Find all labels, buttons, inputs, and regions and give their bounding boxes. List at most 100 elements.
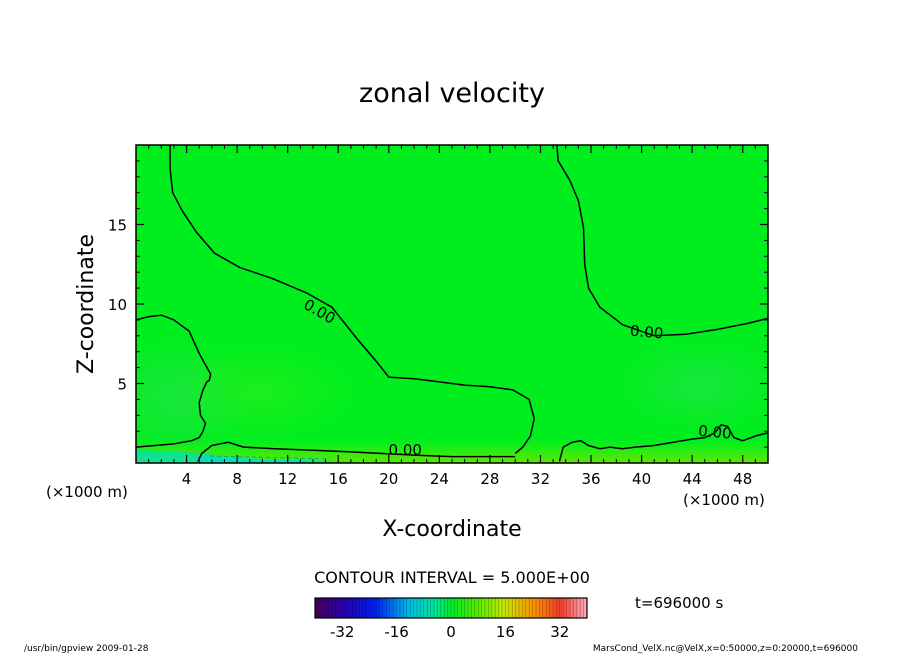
footer-left: /usr/bin/gpview 2009-01-28 — [24, 644, 149, 654]
colorbar-cell — [338, 598, 343, 618]
x-tick-label: 4 — [182, 470, 192, 488]
x-tick-label: 16 — [329, 470, 348, 488]
colorbar-cell — [583, 598, 588, 618]
colorbar-cell — [519, 598, 523, 618]
x-tick-label: 28 — [480, 470, 499, 488]
colorbar-cell — [546, 598, 550, 618]
colorbar-cell — [478, 598, 482, 618]
colorbar-cell — [352, 598, 357, 618]
colorbar-cell — [553, 598, 557, 618]
colorbar-cell — [532, 598, 537, 618]
x-tick-label: 32 — [531, 470, 550, 488]
colorbar-cell — [566, 598, 571, 618]
colorbar-cell — [488, 598, 493, 618]
x-tick-label: 44 — [683, 470, 702, 488]
colorbar-cell — [559, 598, 564, 618]
colorbar-cell — [471, 598, 476, 618]
colorbar-cell — [502, 598, 506, 618]
colorbar-cell — [529, 598, 533, 618]
colorbar-cell — [406, 598, 411, 618]
colorbar-cell — [485, 598, 489, 618]
colorbar-cell — [403, 598, 408, 618]
colorbar-tick-label: -32 — [330, 623, 355, 641]
contour-line — [169, 145, 535, 455]
colorbar-cell — [321, 598, 326, 618]
x-tick-label: 20 — [379, 470, 398, 488]
x-tick-label: 40 — [632, 470, 651, 488]
colorbar-cell — [461, 598, 465, 618]
contour-line — [556, 145, 768, 337]
colorbar-cell — [335, 598, 340, 618]
colorbar-cell — [437, 598, 442, 618]
colorbar-cell — [434, 598, 438, 618]
colorbar-tick-label: 32 — [550, 623, 569, 641]
colorbar-cell — [410, 598, 414, 618]
x-tick-label: 8 — [232, 470, 242, 488]
colorbar-cell — [328, 598, 333, 618]
x-axis-label: X-coordinate — [382, 517, 521, 542]
colorbar — [315, 598, 588, 618]
colorbar-cell — [332, 598, 336, 618]
colorbar-cell — [366, 598, 370, 618]
colorbar-cell — [536, 598, 540, 618]
contour-lines — [136, 145, 768, 462]
plot-area: 0.000.000.000.00 — [135, 144, 769, 464]
colorbar-cell — [325, 598, 329, 618]
colorbar-cell — [427, 598, 431, 618]
colorbar-cell — [573, 598, 578, 618]
colorbar-cell — [417, 598, 421, 618]
field-shading — [136, 338, 768, 463]
colorbar-ticks: -32 -16 0 16 32 — [330, 623, 569, 641]
colorbar-cell — [376, 598, 380, 618]
contour-line — [558, 423, 768, 462]
contour-label: 0.00 — [629, 322, 664, 343]
x-axis: 4 8 12 16 20 24 28 32 36 40 44 48 — [148, 145, 756, 488]
colorbar-cell — [359, 598, 363, 618]
colorbar-frame — [314, 597, 588, 619]
colorbar-tick-label: -16 — [384, 623, 409, 641]
contour-label: 0.00 — [389, 441, 422, 459]
colorbar-cell — [372, 598, 377, 618]
contour-line — [136, 314, 212, 448]
colorbar-cell — [468, 598, 472, 618]
colorbar-cell — [383, 598, 387, 618]
colorbar-cell — [563, 598, 567, 618]
colorbar-cell — [389, 598, 394, 618]
colorbar-cell — [556, 598, 561, 618]
colorbar-cell — [474, 598, 479, 618]
colorbar-cell — [362, 598, 367, 618]
x-tick-label: 24 — [430, 470, 449, 488]
colorbar-cell — [522, 598, 527, 618]
colorbar-cell — [400, 598, 404, 618]
chart-title: zonal velocity — [359, 78, 545, 109]
y-tick-label: 10 — [108, 296, 127, 314]
colorbar-cell — [413, 598, 418, 618]
colorbar-cell — [369, 598, 374, 618]
colorbar-cell — [386, 598, 391, 618]
y-tick-label: 5 — [117, 376, 127, 394]
colorbar-cell — [498, 598, 503, 618]
colorbar-cell — [420, 598, 425, 618]
colorbar-cell — [580, 598, 584, 618]
y-axis: 5 10 15 — [108, 160, 768, 448]
colorbar-cell — [345, 598, 350, 618]
contour-line — [197, 441, 516, 462]
colorbar-cell — [447, 598, 452, 618]
colorbar-cell — [451, 598, 455, 618]
colorbar-cell — [542, 598, 547, 618]
x-tick-label: 48 — [733, 470, 752, 488]
colorbar-cell — [423, 598, 428, 618]
colorbar-tick-label: 16 — [496, 623, 515, 641]
colorbar-cell — [549, 598, 554, 618]
footer-right: MarsCond_VelX.nc@VelX,x=0:50000,z=0:2000… — [593, 644, 858, 654]
colorbar-cell — [430, 598, 435, 618]
contour-labels: 0.000.000.000.00 — [301, 295, 733, 458]
colorbar-tick-label: 0 — [446, 623, 456, 641]
contour-label: 0.00 — [698, 422, 733, 443]
colorbar-cell — [393, 598, 397, 618]
y-tick-label: 15 — [108, 217, 127, 235]
contour-interval-text: CONTOUR INTERVAL = 5.000E+00 — [314, 568, 590, 587]
colorbar-cell — [396, 598, 401, 618]
x-unit-right: (×1000 m) — [683, 491, 765, 509]
